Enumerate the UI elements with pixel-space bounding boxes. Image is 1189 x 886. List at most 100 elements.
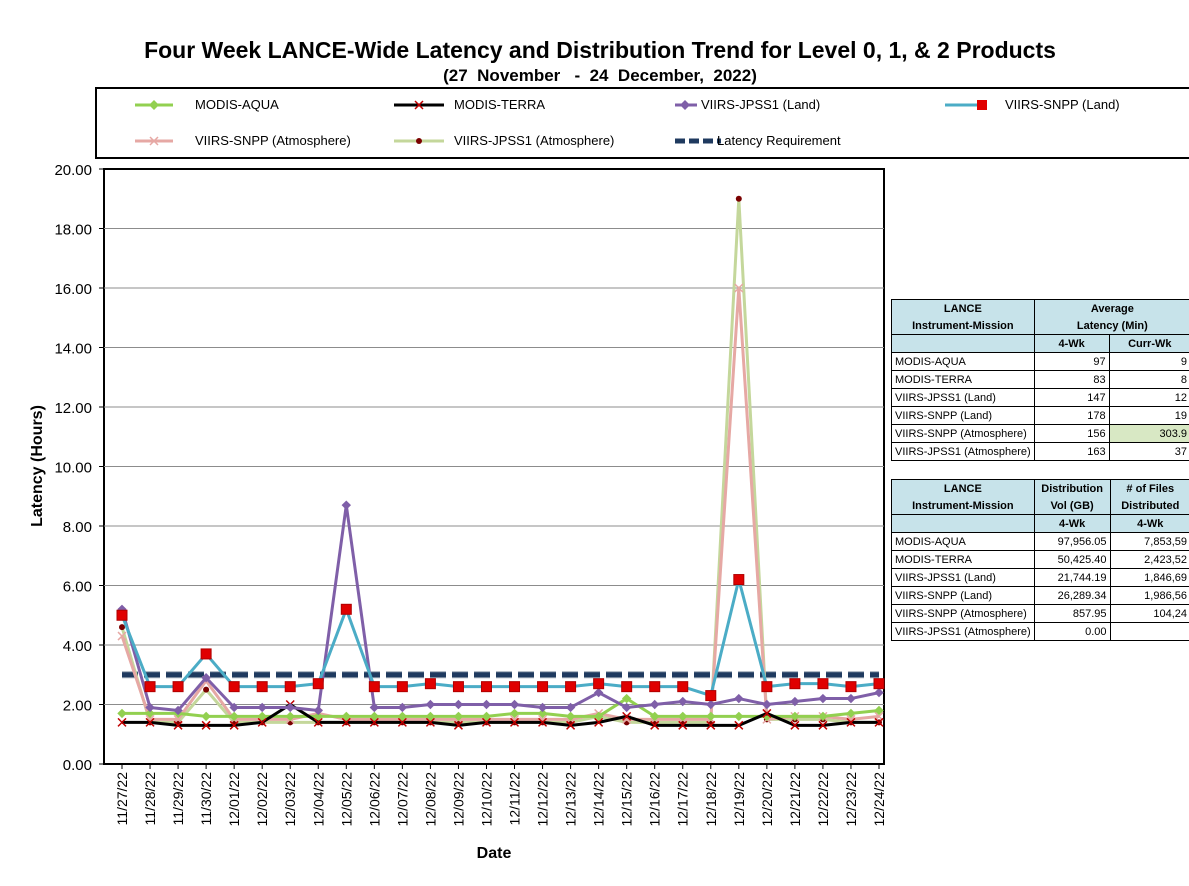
table-cell: 156 bbox=[1033, 424, 1110, 443]
y-tick-label: 0.00 bbox=[63, 757, 92, 774]
table-cell: 0.00 bbox=[1033, 622, 1111, 641]
series-modis-aqua-point bbox=[313, 711, 323, 722]
series-viirs-jpss1-land-point bbox=[846, 693, 856, 704]
y-tick-label: 8.00 bbox=[63, 519, 92, 536]
legend-label: MODIS-AQUA bbox=[195, 97, 279, 112]
series-modis-aqua-point bbox=[341, 711, 352, 722]
series-modis-aqua-point bbox=[509, 708, 520, 719]
x-tick-label: 12/23/22 bbox=[843, 772, 859, 827]
series-modis-aqua-point bbox=[818, 711, 828, 722]
table-row: VIIRS-JPSS1 (Atmosphere) 163 37 bbox=[891, 442, 1189, 461]
series-modis-aqua-point bbox=[874, 705, 884, 716]
table-cell: 303.9 bbox=[1108, 424, 1189, 443]
y-tick-label: 16.00 bbox=[54, 281, 92, 298]
table-cell: MODIS-AQUA bbox=[891, 352, 1035, 371]
chart-legend: MODIS-AQUA MODIS-TERRA VIIRS-JPSS1 (Land… bbox=[95, 87, 1189, 159]
series-modis-terra-point bbox=[397, 717, 407, 727]
x-tick-label: 12/08/22 bbox=[422, 772, 438, 827]
table-header: Distributed bbox=[1109, 497, 1189, 515]
series-viirs-jpss1-land-point bbox=[818, 693, 828, 704]
table-cell: 7,853,59 bbox=[1109, 532, 1189, 551]
table-header: 4-Wk bbox=[1033, 514, 1111, 533]
series-viirs-snpp-land-point bbox=[593, 678, 605, 690]
table-header: 4-Wk bbox=[1109, 514, 1189, 533]
table-row: VIIRS-JPSS1 (Atmosphere) 0.00 bbox=[891, 622, 1189, 641]
series-viirs-snpp-land-line bbox=[120, 578, 880, 698]
series-viirs-jpss1-land-line bbox=[120, 503, 880, 712]
series-modis-aqua-point bbox=[593, 711, 604, 722]
series-modis-terra-point bbox=[818, 720, 828, 730]
table-cell: 8 bbox=[1108, 370, 1189, 389]
x-tick-label: 12/11/22 bbox=[507, 772, 523, 826]
table-cell: 97,956.05 bbox=[1033, 532, 1111, 551]
series-viirs-snpp-land-point bbox=[761, 681, 773, 693]
table-row: VIIRS-JPSS1 (Land) 147 12 bbox=[891, 388, 1189, 407]
series-viirs-snpp-land-point bbox=[424, 678, 436, 690]
series-viirs-jpss1-land-point bbox=[537, 702, 548, 713]
series-viirs-snpp-land-point bbox=[340, 603, 352, 615]
x-tick-label: 12/02/22 bbox=[254, 772, 270, 827]
series-modis-terra-point bbox=[790, 720, 800, 730]
series-viirs-snpp-land-point bbox=[873, 678, 885, 690]
x-tick-label: 12/22/22 bbox=[815, 772, 831, 827]
x-axis-label: Date bbox=[477, 845, 512, 862]
table-header: # of Files bbox=[1109, 479, 1189, 497]
series-modis-aqua-point bbox=[425, 711, 436, 722]
table-cell: 163 bbox=[1033, 442, 1110, 461]
x-tick-label: 11/27/22 bbox=[114, 772, 130, 826]
series-viirs-jpss1-land-point bbox=[173, 705, 183, 716]
table-row: VIIRS-SNPP (Land) 26,289.34 1,986,56 bbox=[891, 586, 1189, 605]
legend-swatch-modis-terra bbox=[394, 99, 444, 110]
series-viirs-jpss1-land-point bbox=[313, 705, 323, 716]
y-tick-label: 6.00 bbox=[63, 579, 92, 596]
table-cell: VIIRS-SNPP (Land) bbox=[891, 586, 1035, 605]
series-viirs-snpp-land-point bbox=[509, 681, 521, 693]
series-modis-terra-point bbox=[425, 717, 435, 727]
table-cell: 21,744.19 bbox=[1033, 568, 1111, 587]
series-modis-aqua-point bbox=[649, 711, 660, 722]
series-viirs-snpp-land-point bbox=[200, 648, 212, 660]
series-modis-terra-point bbox=[369, 717, 379, 727]
table-cell: VIIRS-JPSS1 (Atmosphere) bbox=[891, 622, 1035, 641]
series-modis-aqua-point bbox=[537, 708, 548, 719]
series-modis-terra-point bbox=[173, 720, 183, 730]
series-modis-terra-point bbox=[117, 717, 127, 727]
series-modis-aqua-point bbox=[257, 711, 267, 722]
series-viirs-jpss1-land-point bbox=[397, 702, 408, 713]
legend-item-modis-aqua: MODIS-AQUA bbox=[133, 97, 279, 112]
legend-label: MODIS-TERRA bbox=[454, 97, 545, 112]
series-modis-terra-point bbox=[594, 717, 604, 727]
table-cell: 26,289.34 bbox=[1033, 586, 1111, 605]
x-tick-label: 12/09/22 bbox=[450, 772, 466, 827]
series-viirs-snpp-land-point bbox=[480, 681, 492, 693]
y-axis-ticks: 0.00 2.00 4.00 6.00 8.00 10.00 12.00 14.00 16.00… bbox=[54, 162, 104, 774]
series-viirs-jpss1-land-point bbox=[453, 699, 464, 710]
y-tick-label: 20.00 bbox=[54, 162, 92, 179]
series-viirs-snpp-land-point bbox=[565, 681, 577, 693]
x-tick-label: 12/21/22 bbox=[787, 772, 803, 827]
series-modis-aqua-point bbox=[678, 711, 688, 722]
series-modis-terra-point bbox=[257, 717, 267, 727]
series-modis-aqua-point bbox=[229, 711, 239, 722]
series-lines bbox=[116, 195, 885, 730]
series-viirs-snpp-land-point bbox=[705, 690, 717, 702]
series-modis-aqua-point bbox=[481, 711, 492, 722]
table-cell: 178 bbox=[1033, 406, 1110, 425]
series-viirs-jpss1-atmosphere-point bbox=[735, 195, 742, 202]
x-tick-label: 12/17/22 bbox=[675, 772, 691, 827]
legend-swatch-viirs-snpp-atmosphere bbox=[135, 135, 173, 146]
series-viirs-snpp-land-point bbox=[368, 681, 380, 693]
legend-label: Latency Requirement bbox=[717, 133, 841, 148]
table-cell: VIIRS-JPSS1 (Land) bbox=[891, 388, 1035, 407]
chart-subtitle: (27 November - 24 December, 2022) bbox=[443, 66, 757, 85]
x-tick-label: 11/30/22 bbox=[198, 772, 214, 826]
series-viirs-snpp-land-point bbox=[144, 681, 156, 693]
series-viirs-jpss1-land-point bbox=[229, 702, 239, 713]
legend-item-viirs-jpss1-land: VIIRS-JPSS1 (Land) bbox=[673, 97, 820, 112]
series-viirs-jpss1-land-point bbox=[201, 673, 211, 683]
series-modis-aqua-point bbox=[201, 711, 211, 722]
table-header: Distribution bbox=[1033, 479, 1111, 497]
series-modis-terra-point bbox=[481, 717, 492, 727]
legend-item-latency-requirement: Latency Requirement bbox=[673, 133, 841, 148]
table-row: MODIS-AQUA 97 9 bbox=[891, 352, 1189, 371]
